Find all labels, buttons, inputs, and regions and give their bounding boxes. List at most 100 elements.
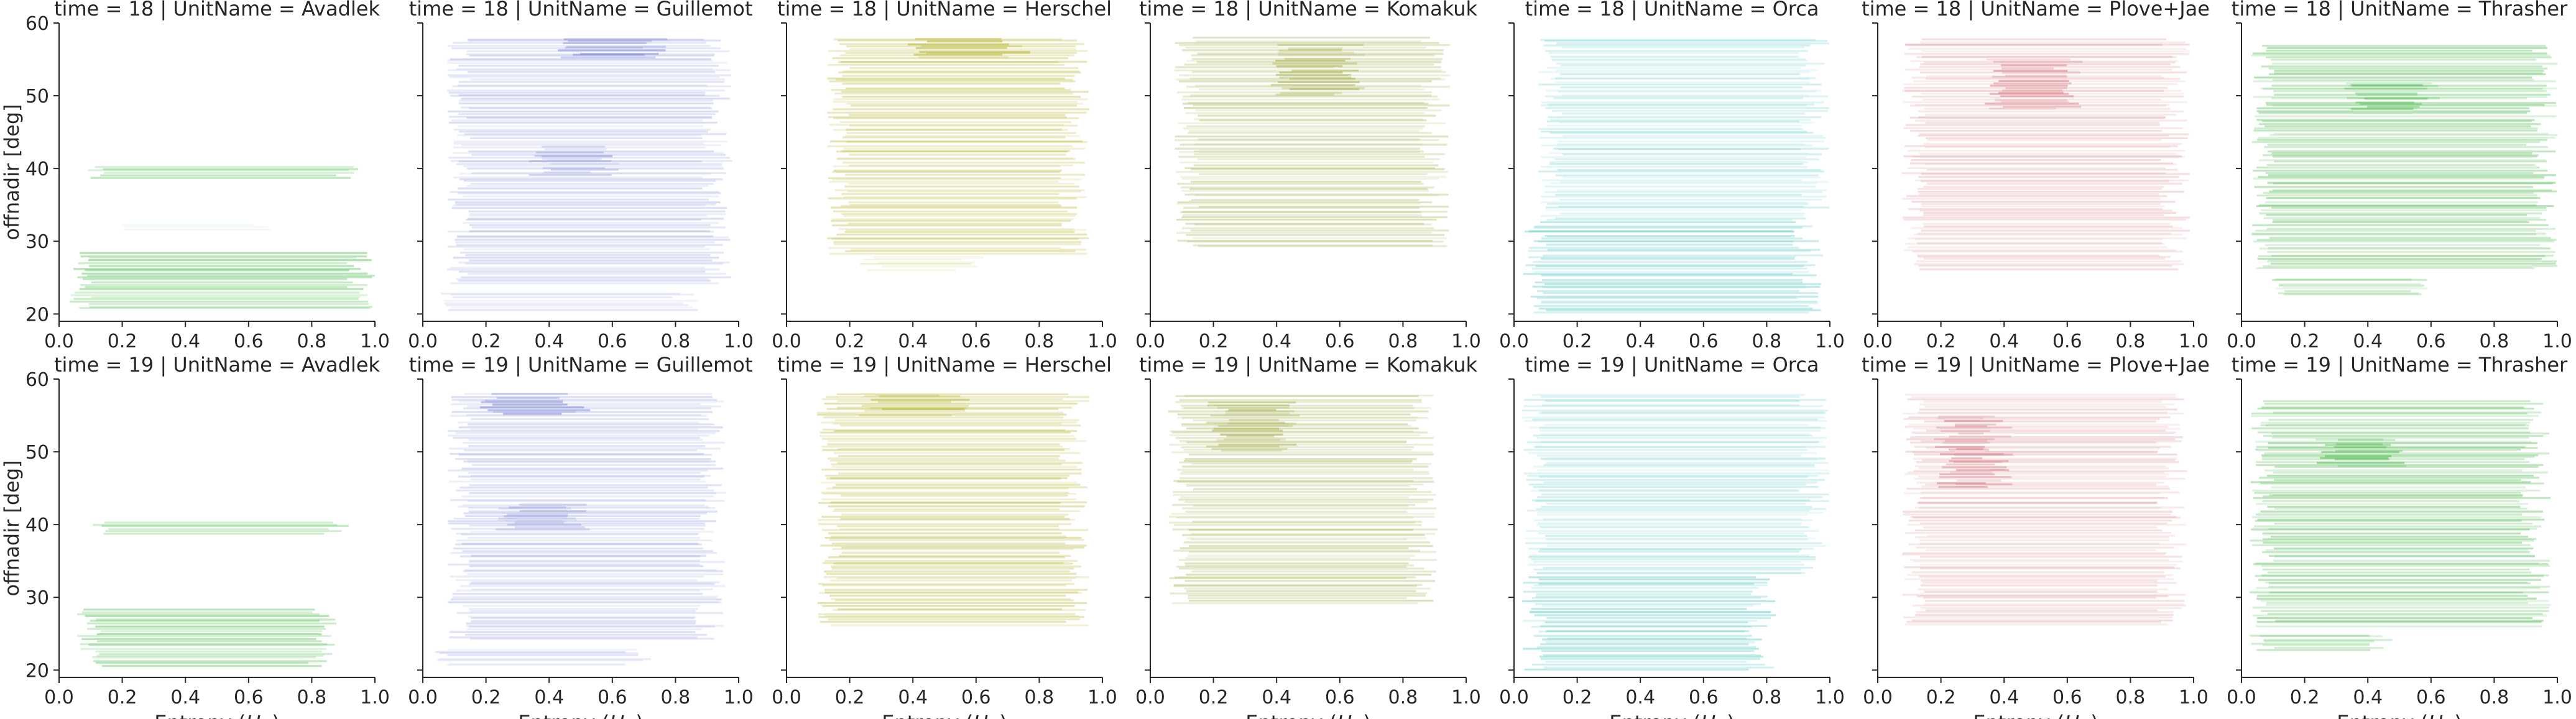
density-streak xyxy=(1993,70,2068,72)
density-streak xyxy=(467,537,700,539)
facet-title: time = 18 | UnitName = Thrasher xyxy=(2232,0,2568,21)
density-streak xyxy=(452,593,703,595)
density-streak xyxy=(1544,185,1816,188)
density-streak xyxy=(2261,120,2532,122)
y-tick-label: 40 xyxy=(25,158,49,180)
density-streak xyxy=(534,155,612,157)
density-streak xyxy=(1225,412,1290,414)
density-streak xyxy=(471,554,706,557)
density-streak xyxy=(2259,477,2539,479)
x-tick-label: 0.6 xyxy=(2416,331,2446,352)
density-streak xyxy=(1531,393,1805,396)
facet-title: time = 19 | UnitName = Thrasher xyxy=(2232,353,2568,377)
density-streak xyxy=(447,430,720,433)
density-streak xyxy=(468,625,715,628)
density-streak xyxy=(840,60,1087,63)
x-tick-label: 0.4 xyxy=(2353,687,2383,708)
density-streak xyxy=(448,91,706,94)
density-streak xyxy=(449,480,706,483)
density-streak xyxy=(1528,247,1799,249)
density-streak xyxy=(1176,516,1414,519)
density-streak xyxy=(1926,447,2161,449)
density-streak xyxy=(1183,541,1430,544)
density-streak xyxy=(465,633,708,636)
density-streak xyxy=(1913,233,2182,236)
density-streak xyxy=(452,296,673,299)
density-streak xyxy=(1909,104,2166,107)
x-tick-label: 0.6 xyxy=(1689,687,1719,708)
facet-title: time = 19 | UnitName = Guillemot xyxy=(409,353,753,377)
density-streak xyxy=(447,45,711,47)
density-streak xyxy=(821,529,1089,531)
density-streak xyxy=(2266,197,2541,199)
density-streak xyxy=(1534,569,1801,571)
density-streak xyxy=(83,608,315,611)
density-streak xyxy=(1194,143,1424,145)
density-streak xyxy=(1903,418,2160,420)
density-streak xyxy=(1178,416,1418,419)
density-streak xyxy=(1181,227,1434,229)
density-streak xyxy=(1184,587,1431,590)
x-tick-label: 0.4 xyxy=(898,687,928,708)
density-streak xyxy=(1906,438,2176,441)
density-streak xyxy=(469,137,703,139)
facet-title: time = 19 | UnitName = Herschel xyxy=(777,353,1112,377)
density-streak xyxy=(830,459,1066,462)
density-streak xyxy=(1918,176,2179,178)
density-streak xyxy=(435,651,626,653)
density-streak xyxy=(91,296,361,298)
density-streak xyxy=(96,618,336,621)
density-streak xyxy=(843,162,1085,164)
x-tick-label: 0.2 xyxy=(835,331,865,352)
density-streak xyxy=(1169,444,1433,446)
facet-title: time = 18 | UnitName = Guillemot xyxy=(409,0,753,21)
density-streak xyxy=(456,278,709,280)
density-streak xyxy=(448,198,709,201)
density-streak xyxy=(85,269,349,272)
density-streak xyxy=(1904,53,2190,55)
density-streak xyxy=(448,121,718,124)
density-streak xyxy=(1180,144,1447,146)
density-streak xyxy=(447,245,705,248)
density-streak xyxy=(1181,424,1412,427)
density-streak xyxy=(828,556,1065,559)
density-streak xyxy=(1189,551,1437,553)
density-streak xyxy=(1923,400,2162,403)
density-layer xyxy=(1523,39,1829,314)
density-streak xyxy=(822,398,1063,400)
density-streak xyxy=(1176,566,1406,568)
density-streak xyxy=(1277,66,1334,68)
density-streak xyxy=(1543,518,1801,521)
density-streak xyxy=(1918,191,2184,193)
density-streak xyxy=(2268,174,2556,176)
density-streak xyxy=(1177,480,1434,483)
density-streak xyxy=(1949,460,2009,462)
density-streak xyxy=(1540,104,1807,107)
density-streak xyxy=(2257,407,2534,410)
density-streak xyxy=(1181,405,1413,407)
density-streak xyxy=(833,129,1068,131)
density-streak xyxy=(1916,56,2177,58)
density-streak xyxy=(447,654,639,656)
density-streak xyxy=(469,565,704,567)
density-streak xyxy=(1278,49,1342,52)
density-streak xyxy=(1939,476,2012,479)
density-streak xyxy=(1904,623,2168,626)
x-tick-label: 0.2 xyxy=(108,687,137,708)
density-streak xyxy=(1216,439,1280,441)
density-streak xyxy=(2269,494,2523,497)
facet-title: time = 18 | UnitName = Herschel xyxy=(777,0,1112,21)
density-streak xyxy=(95,650,322,653)
density-streak xyxy=(470,183,714,185)
density-streak xyxy=(1535,603,1761,605)
density-streak xyxy=(2256,239,2557,241)
density-layer xyxy=(77,521,349,667)
density-streak xyxy=(1551,58,1806,60)
density-streak xyxy=(1523,405,1823,408)
density-streak xyxy=(1184,395,1434,397)
density-streak xyxy=(1926,429,2166,432)
density-streak xyxy=(1173,480,1414,482)
density-streak xyxy=(2264,469,2523,472)
density-streak xyxy=(487,409,591,411)
